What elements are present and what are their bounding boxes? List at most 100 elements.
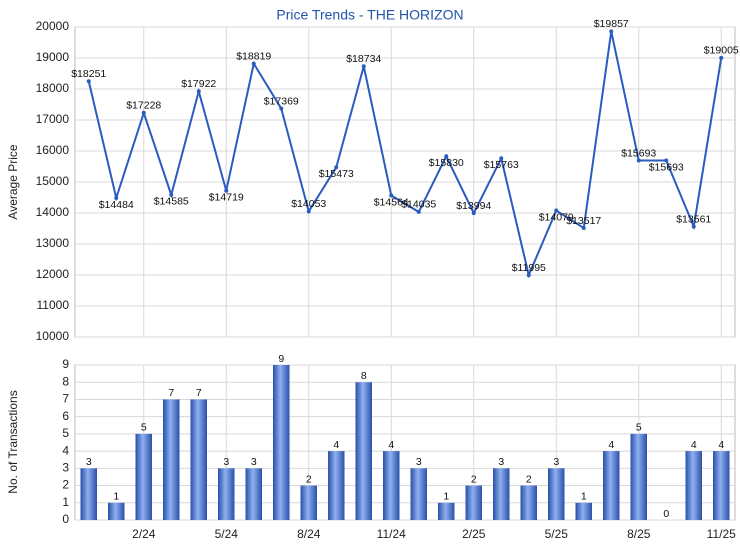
point bbox=[609, 29, 614, 34]
y-tick-label: 6 bbox=[62, 409, 69, 423]
y-tick-label: 13000 bbox=[36, 236, 70, 250]
point bbox=[499, 156, 504, 161]
y-tick-label: 2 bbox=[62, 478, 69, 492]
y-tick-label: 4 bbox=[62, 443, 69, 457]
value-label: 5 bbox=[636, 422, 642, 434]
value-label: $15473 bbox=[319, 168, 354, 180]
point bbox=[141, 110, 146, 115]
bar bbox=[300, 485, 317, 520]
value-label: $13517 bbox=[566, 215, 601, 227]
y-tick-label: 8 bbox=[62, 374, 69, 388]
point bbox=[224, 188, 229, 193]
x-tick-label: 11/24 bbox=[377, 527, 406, 541]
point bbox=[86, 79, 91, 84]
bar bbox=[80, 468, 97, 520]
value-label: 4 bbox=[333, 439, 339, 451]
point bbox=[114, 195, 119, 200]
price-line bbox=[87, 31, 723, 279]
value-label: 5 bbox=[141, 422, 147, 434]
value-label: $17922 bbox=[181, 78, 216, 90]
bar bbox=[410, 468, 427, 520]
y-tick-label: 9 bbox=[62, 357, 69, 371]
value-label: 1 bbox=[443, 491, 449, 503]
bar bbox=[108, 502, 125, 520]
value-label: 7 bbox=[168, 387, 174, 399]
bar bbox=[383, 451, 400, 520]
point bbox=[389, 193, 394, 198]
y-tick-label: 0 bbox=[62, 512, 69, 526]
bar bbox=[465, 485, 482, 520]
value-label: 9 bbox=[278, 353, 284, 365]
value-label: 7 bbox=[196, 387, 202, 399]
point bbox=[554, 208, 559, 213]
value-label: $18734 bbox=[346, 53, 381, 65]
plot-area bbox=[74, 364, 736, 521]
point bbox=[306, 209, 311, 214]
value-label: 0 bbox=[663, 508, 669, 520]
x-tick-label: 2/24 bbox=[132, 527, 156, 541]
y-tick-label: 5 bbox=[62, 426, 69, 440]
bar bbox=[273, 365, 290, 520]
bar bbox=[603, 451, 620, 520]
point bbox=[664, 158, 669, 163]
y-tick-label: 7 bbox=[62, 392, 69, 406]
point bbox=[444, 154, 449, 159]
bar bbox=[218, 468, 235, 520]
y-tick-label: 19000 bbox=[36, 50, 70, 64]
value-label: $14035 bbox=[401, 199, 436, 211]
bar bbox=[493, 468, 510, 520]
value-label: $13561 bbox=[676, 213, 711, 225]
value-label: $19857 bbox=[594, 18, 629, 30]
point bbox=[581, 225, 586, 230]
value-label: 1 bbox=[113, 491, 119, 503]
value-label: 3 bbox=[553, 456, 559, 468]
value-label: $14585 bbox=[154, 196, 189, 208]
value-label: $11995 bbox=[512, 262, 546, 274]
bar bbox=[163, 399, 180, 520]
value-label: 4 bbox=[718, 439, 724, 451]
point bbox=[526, 273, 531, 278]
value-label: $19005 bbox=[704, 45, 739, 57]
value-label: 2 bbox=[526, 473, 532, 485]
point bbox=[334, 165, 339, 170]
x-tick-label: 5/25 bbox=[545, 527, 569, 541]
y-tick-label: 15000 bbox=[36, 174, 70, 188]
y-tick-label: 20000 bbox=[36, 19, 70, 33]
value-label: 4 bbox=[608, 439, 614, 451]
x-tick-label: 2/25 bbox=[462, 527, 486, 541]
point bbox=[691, 224, 696, 229]
value-label: 3 bbox=[86, 456, 92, 468]
y-tick-label: 1 bbox=[62, 495, 69, 509]
bar bbox=[438, 502, 455, 520]
point bbox=[169, 192, 174, 197]
point bbox=[416, 209, 421, 214]
bar bbox=[245, 468, 262, 520]
chart-title: Price Trends - THE HORIZON bbox=[276, 7, 463, 23]
y-tick-label: 14000 bbox=[36, 205, 70, 219]
y-tick-label: 18000 bbox=[36, 81, 70, 95]
point bbox=[279, 106, 284, 111]
x-tick-label: 8/25 bbox=[627, 527, 651, 541]
x-tick-label: 5/24 bbox=[215, 527, 239, 541]
value-label: 4 bbox=[691, 439, 697, 451]
y-axis-label: No. of Transactions bbox=[6, 390, 20, 493]
value-label: $13994 bbox=[456, 200, 491, 212]
bar bbox=[135, 433, 152, 520]
bar bbox=[520, 485, 537, 520]
value-label: $14079 bbox=[539, 211, 574, 223]
bar bbox=[190, 399, 207, 520]
y-tick-label: 3 bbox=[62, 461, 69, 475]
bar bbox=[328, 451, 345, 520]
value-label: $14719 bbox=[209, 191, 244, 203]
x-tick-label: 11/25 bbox=[707, 527, 736, 541]
bar bbox=[630, 433, 647, 520]
value-label: $17369 bbox=[264, 95, 299, 107]
value-label: 3 bbox=[223, 456, 229, 468]
point bbox=[471, 211, 476, 216]
bar bbox=[685, 451, 702, 520]
y-tick-label: 16000 bbox=[36, 143, 70, 157]
y-tick-label: 10000 bbox=[36, 329, 70, 343]
value-label: $15830 bbox=[429, 157, 464, 169]
y-tick-label: 12000 bbox=[36, 267, 70, 281]
bar bbox=[713, 451, 730, 520]
